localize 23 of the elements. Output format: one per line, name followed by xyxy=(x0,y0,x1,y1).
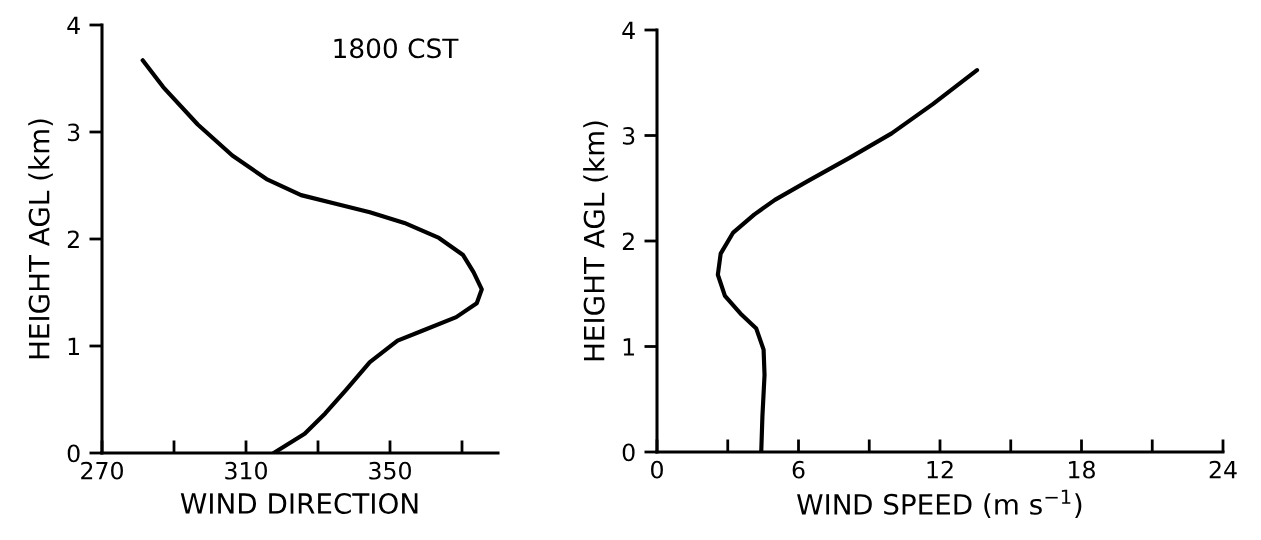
annotation: 1800 CST xyxy=(334,38,459,59)
y-tick-label: 0 xyxy=(622,443,635,462)
x-tick-label: 350 xyxy=(369,461,411,480)
y-tick-label: 3 xyxy=(622,126,635,145)
y-tick-label: 2 xyxy=(622,232,634,250)
x-tick-label: 12 xyxy=(927,460,953,479)
y-tick-label: 0 xyxy=(67,444,80,463)
y-axis-title: HEIGHT AGL (km) xyxy=(583,121,608,361)
x-tick-label: 18 xyxy=(1069,460,1095,479)
y-tick-label: 4 xyxy=(67,16,80,34)
y-tick-label: 1 xyxy=(623,338,634,356)
y-axis-title: HEIGHT AGL (km) xyxy=(28,119,53,359)
y-tick-label: 1 xyxy=(68,337,79,355)
y-tick-label: 3 xyxy=(67,123,80,142)
x-axis-title: WIND SPEED (m s$^{−1}$) xyxy=(797,489,1082,519)
x-tick-label: 0 xyxy=(651,460,663,479)
x-tick-label: 310 xyxy=(225,461,267,480)
x-axis-title: WIND DIRECTION xyxy=(180,493,418,515)
x-tick-label: 270 xyxy=(81,461,123,480)
x-tick-label: 24 xyxy=(1209,460,1237,479)
y-tick-label: 2 xyxy=(67,230,79,248)
x-tick-label: 6 xyxy=(792,460,805,479)
y-tick-label: 4 xyxy=(622,21,635,39)
